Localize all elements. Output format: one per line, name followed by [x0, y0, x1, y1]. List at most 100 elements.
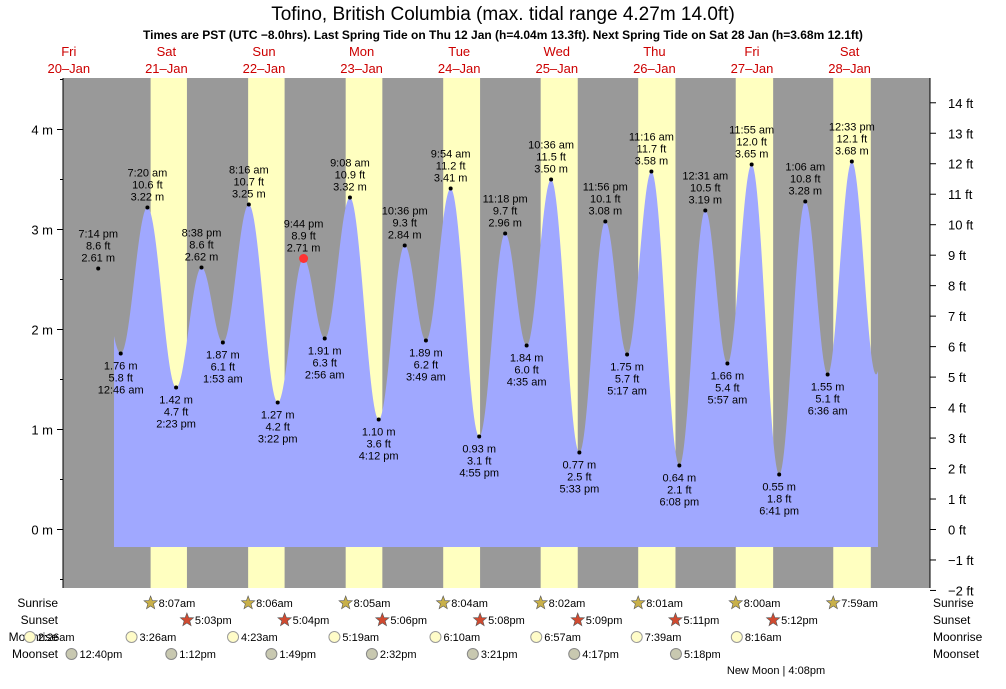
- tide-height-ft-label: 5.4 ft: [715, 383, 739, 395]
- tide-time-label: 7:14 pm: [78, 229, 118, 241]
- day-date-label: 20–Jan: [47, 61, 90, 76]
- moonrise-time: 2:26am: [38, 632, 75, 644]
- tide-height-m-label: 3.25 m: [232, 189, 266, 201]
- sunset-icon: [667, 612, 683, 627]
- tide-point: [849, 159, 854, 164]
- tide-time-label: 3:49 am: [406, 372, 446, 384]
- tide-time-label: 9:08 am: [330, 158, 370, 170]
- day-date-label: 25–Jan: [535, 61, 578, 76]
- moonrise-time: 5:19am: [342, 632, 379, 644]
- tide-point: [220, 340, 225, 345]
- moonrise-icon: [530, 631, 543, 643]
- tide-point: [825, 372, 830, 377]
- sunrise-icon: [435, 595, 451, 610]
- tide-height-m-label: 1.84 m: [510, 353, 544, 365]
- left-tick-label: 1 m: [31, 423, 53, 438]
- tide-height-m-label: 3.22 m: [131, 192, 165, 204]
- row-label-left: Sunrise: [17, 596, 58, 610]
- tide-height-ft-label: 4.7 ft: [164, 407, 188, 419]
- tide-time-label: 2:23 pm: [156, 419, 196, 431]
- sunrise-time: 8:02am: [549, 598, 586, 610]
- tide-height-ft-label: 3.6 ft: [366, 439, 390, 451]
- sunrise-icon: [533, 595, 549, 610]
- tide-height-ft-label: 10.5 ft: [690, 183, 721, 195]
- tide-height-m-label: 0.64 m: [663, 473, 697, 485]
- sunrise-icon: [728, 595, 744, 610]
- tide-height-m-label: 1.55 m: [811, 382, 845, 394]
- tide-height-m-label: 3.19 m: [688, 195, 722, 207]
- tide-time-label: 5:17 am: [607, 386, 647, 398]
- tide-height-ft-label: 8.6 ft: [86, 241, 110, 253]
- day-date-label: 28–Jan: [828, 61, 871, 76]
- tide-time-label: 12:33 pm: [829, 122, 875, 134]
- tide-point: [549, 177, 554, 182]
- sunset-time: 5:09pm: [586, 615, 623, 627]
- tide-height-ft-label: 8.6 ft: [189, 240, 213, 252]
- astro-table: SunriseSunriseSunsetSunsetMoonriseMoonri…: [9, 595, 983, 677]
- moonrise-icon: [730, 631, 743, 643]
- tide-height-ft-label: 1.8 ft: [767, 494, 791, 506]
- right-tick-label: 0 ft: [948, 523, 966, 538]
- tide-time-label: 11:18 pm: [483, 194, 528, 206]
- day-name-label: Wed: [544, 44, 571, 59]
- moonset-icon: [165, 648, 178, 660]
- moonset-icon: [65, 648, 78, 660]
- tide-height-ft-label: 10.9 ft: [335, 170, 366, 182]
- tide-height-m-label: 1.27 m: [261, 410, 295, 422]
- moonset-time: 12:40pm: [80, 649, 123, 661]
- tide-point: [199, 265, 204, 270]
- tide-height-ft-label: 6.2 ft: [414, 360, 438, 372]
- sunset-icon: [472, 612, 488, 627]
- tide-point: [347, 195, 352, 200]
- day-name-label: Fri: [61, 44, 76, 59]
- tide-time-label: 5:57 am: [708, 395, 748, 407]
- sunset-time: 5:04pm: [293, 615, 330, 627]
- tide-height-ft-label: 5.1 ft: [815, 394, 839, 406]
- tide-height-m-label: 1.66 m: [711, 371, 745, 383]
- moonset-time: 1:49pm: [279, 649, 316, 661]
- tide-height-m-label: 1.91 m: [308, 346, 342, 358]
- moonrise-time: 6:10am: [443, 632, 480, 644]
- tide-height-m-label: 1.76 m: [104, 361, 138, 373]
- moonset-time: 2:32pm: [380, 649, 417, 661]
- tide-time-label: 4:35 am: [507, 377, 547, 389]
- right-tick-label: 4 ft: [948, 401, 966, 416]
- right-tick-label: 13 ft: [948, 126, 974, 141]
- tide-height-ft-label: 9.3 ft: [392, 218, 416, 230]
- day-date-label: 27–Jan: [731, 61, 774, 76]
- tide-height-ft-label: 12.1 ft: [837, 134, 868, 146]
- tide-height-ft-label: 10.8 ft: [790, 174, 821, 186]
- tide-time-label: 9:44 pm: [284, 219, 324, 231]
- day-labels: Fri 20–Jan Sat 21–Jan Sun 22–Jan Mon 23–Jan Tue 2…: [47, 44, 870, 76]
- chart-subtitle: Times are PST (UTC −8.0hrs). Last Spring…: [143, 28, 863, 42]
- moonset-icon: [669, 648, 682, 660]
- tide-time-label: 8:16 am: [229, 165, 269, 177]
- sunrise-time: 7:59am: [841, 598, 878, 610]
- tide-height-m-label: 2.71 m: [287, 243, 321, 255]
- right-tick-label: 12 ft: [948, 157, 974, 172]
- right-tick-label: −1 ft: [948, 553, 974, 568]
- moonset-icon: [466, 648, 479, 660]
- moonrise-icon: [227, 631, 240, 643]
- moonrise-time: 4:23am: [241, 632, 278, 644]
- moon-phase-label: New Moon | 4:08pm: [727, 665, 825, 677]
- tide-height-m-label: 1.10 m: [362, 427, 396, 439]
- tide-point: [503, 231, 508, 236]
- sunrise-icon: [825, 595, 841, 610]
- tide-point: [118, 351, 123, 356]
- sunset-time: 5:11pm: [683, 615, 719, 627]
- sunset-time: 5:06pm: [390, 615, 427, 627]
- left-tick-label: 4 m: [31, 123, 53, 138]
- day-date-label: 24–Jan: [438, 61, 481, 76]
- tide-height-ft-label: 5.8 ft: [108, 373, 132, 385]
- tide-height-ft-label: 6.1 ft: [211, 362, 235, 374]
- moonset-icon: [365, 648, 378, 660]
- sunrise-time: 8:04am: [451, 598, 488, 610]
- chart-title: Tofino, British Columbia (max. tidal ran…: [271, 4, 735, 25]
- tide-time-label: 1:06 am: [785, 162, 825, 174]
- moonset-icon: [568, 648, 581, 660]
- tide-height-ft-label: 5.7 ft: [615, 374, 639, 386]
- tide-height-m-label: 3.58 m: [635, 156, 669, 168]
